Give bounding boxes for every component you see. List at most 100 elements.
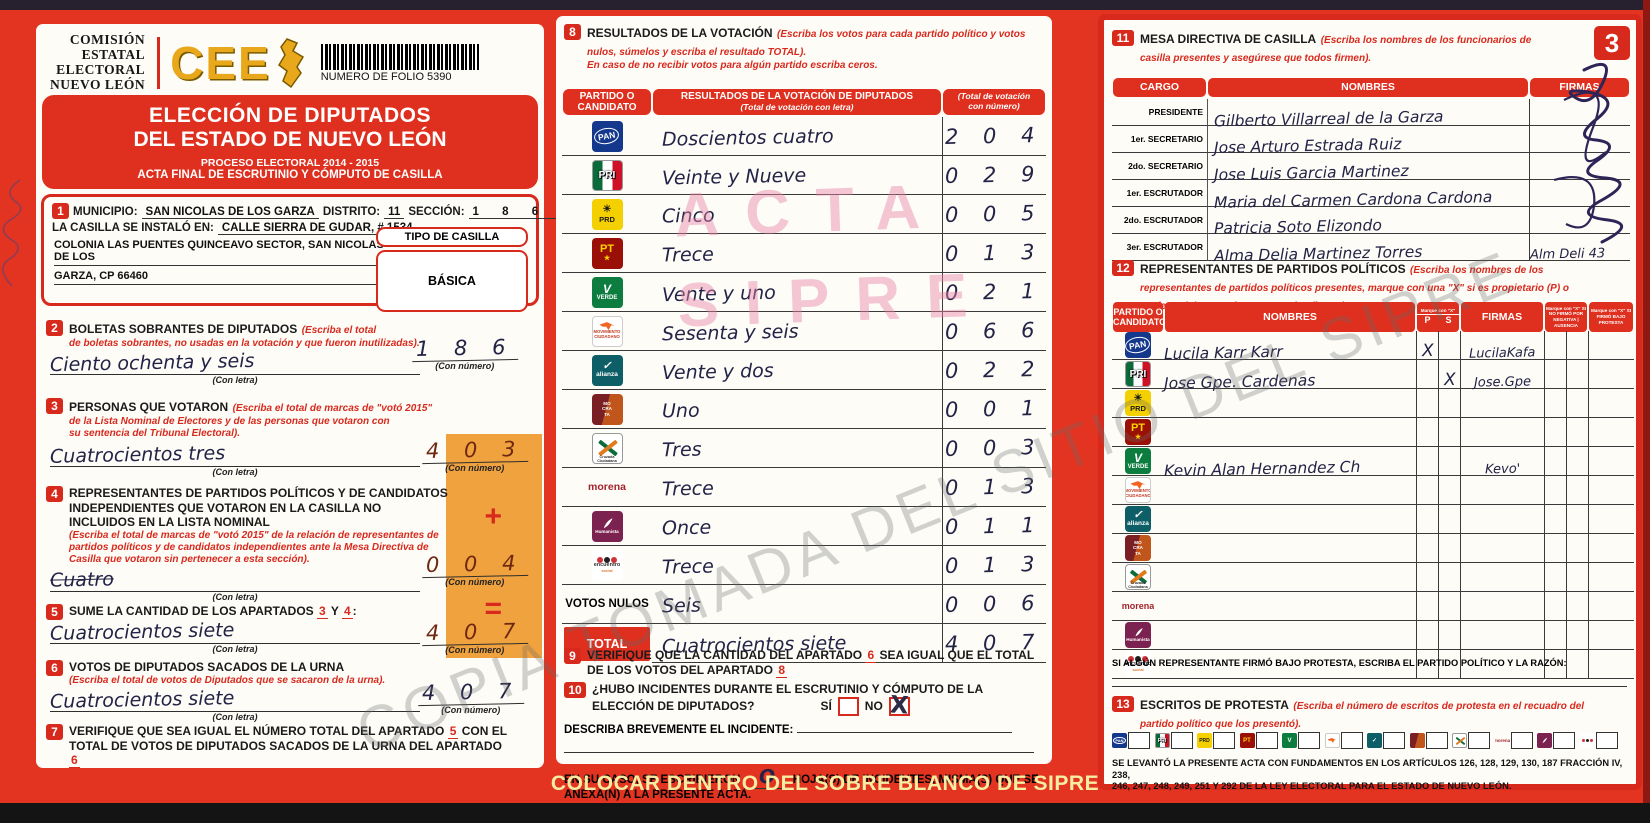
s5-con-letra-label: (Con letra) bbox=[212, 644, 258, 654]
nombres-header: NOMBRES bbox=[1208, 78, 1528, 97]
seccion-value: 1 8 6 0 bbox=[468, 206, 582, 219]
s4-con-numero-label: (Con número) bbox=[445, 577, 505, 587]
secretario1-firma-cell bbox=[1529, 126, 1630, 153]
rep-col-no-firmo-header: Marque con "X" SI NO FIRMÓ POR NEGATIVA … bbox=[1545, 302, 1587, 332]
alianza-numero: 0 2 2 bbox=[945, 356, 1044, 384]
distrito-value: 11 bbox=[384, 206, 405, 219]
section-2-instr-head: (Escriba el total bbox=[301, 325, 377, 336]
pri-protesta-box[interactable] bbox=[1170, 732, 1193, 749]
alianza-protesta-box[interactable] bbox=[1383, 732, 1405, 749]
s3-numero-handwriting: 4 0 3 (Con número) bbox=[421, 436, 529, 473]
tipo-casilla-block: TIPO DE CASILLA BÁSICA bbox=[376, 227, 528, 312]
incidentes-question-line2: ELECCIÓN DE DIPUTADOS? bbox=[592, 698, 755, 713]
legal-text: SE LEVANTÓ LA PRESENTE ACTA CON FUNDAMEN… bbox=[1112, 758, 1623, 792]
no-checkbox[interactable]: X bbox=[888, 690, 910, 719]
mc-numero: 0 6 6 bbox=[945, 317, 1044, 345]
plus-sign: + bbox=[484, 500, 502, 533]
s2-con-numero-label: (Con número) bbox=[435, 361, 495, 371]
cruzada-letra: Tres bbox=[661, 438, 702, 462]
pt-protesta-box[interactable] bbox=[1255, 732, 1278, 749]
section-11-badge: 11 bbox=[1112, 30, 1134, 46]
section-8-title: RESULTADOS DE LA VOTACIÓN bbox=[587, 26, 773, 40]
encuentro-social-logo-icon: encuentro social bbox=[591, 549, 623, 581]
humanista-protesta-box[interactable] bbox=[1553, 732, 1575, 749]
cargo-presidente: PRESIDENTE bbox=[1112, 99, 1207, 126]
prd-rep-logo-icon: ☀ PRD bbox=[1125, 390, 1151, 416]
s2-letra-handwriting: Ciento ochenta y seis bbox=[49, 349, 255, 377]
representantes-table: PARTIDO O CANDIDATO NOMBRES Marque con "X… bbox=[1112, 302, 1634, 679]
humanista-numero: 0 1 1 bbox=[945, 512, 1044, 540]
si-checkbox[interactable] bbox=[837, 696, 859, 716]
scan-edge-right bbox=[1643, 0, 1650, 823]
s6-con-letra-label: (Con letra) bbox=[212, 711, 258, 722]
encuentro-protesta-box[interactable] bbox=[1595, 732, 1618, 749]
incident-line-1[interactable] bbox=[796, 731, 1012, 733]
section-9-badge: 9 bbox=[564, 648, 581, 664]
cee-header: COMISIÓN ESTATAL ELECTORAL NUEVO LEÓN CE… bbox=[50, 32, 530, 94]
results-table: PARTIDO O CANDIDATO RESULTADOS DE LA VOTA… bbox=[562, 78, 1046, 663]
cargo-1er-escrutador: 1er. ESCRUTADOR bbox=[1112, 180, 1207, 207]
encuentro-numero: 0 1 3 bbox=[945, 551, 1044, 579]
s4-con-letra-label: (Con letra) bbox=[212, 591, 258, 602]
s2-con-letra-label: (Con letra) bbox=[212, 375, 258, 385]
morena-mini-icon: morena bbox=[1494, 738, 1510, 743]
pri-letra: Veinte y Nueve bbox=[661, 164, 807, 190]
col-partido-header: PARTIDO O CANDIDATO bbox=[563, 89, 651, 115]
s5-letra-handwriting: Cuatrocientos siete bbox=[49, 619, 235, 645]
democrata-protesta-box[interactable] bbox=[1425, 732, 1448, 749]
sipre-envelope-banner: COLOCAR DENTRO DEL SOBRE BLANCO DE SIPRE bbox=[550, 772, 1100, 795]
no-label: NO bbox=[864, 698, 883, 713]
protesta-blank-line[interactable] bbox=[1112, 686, 1627, 687]
prd-protesta-box[interactable] bbox=[1213, 732, 1235, 749]
rep-col-partido-header: PARTIDO O CANDIDATO bbox=[1113, 302, 1166, 332]
alianza-rep-logo-icon: ✓ alianza bbox=[1125, 506, 1151, 532]
humanista-mini-icon bbox=[1537, 733, 1552, 748]
democrata-numero: 0 0 1 bbox=[945, 395, 1044, 423]
cargo-2do-secretario: 2do. SECRETARIO bbox=[1112, 153, 1207, 180]
pri-numero: 0 2 9 bbox=[945, 161, 1044, 189]
title-block: ELECCIÓN DE DIPUTADOS DEL ESTADO DE NUEV… bbox=[42, 95, 538, 189]
cargo-3er-escrutador: 3er. ESCRUTADOR bbox=[1112, 234, 1207, 261]
humanista-logo-icon: Humanista bbox=[591, 510, 623, 542]
nueva-alianza-logo-icon: ✓ alianza bbox=[591, 354, 623, 386]
cee-logo: CEE bbox=[170, 37, 271, 89]
section-9-ref-6: 6 bbox=[865, 648, 877, 663]
encuentro-mini-icon bbox=[1579, 733, 1595, 748]
incident-line-2[interactable] bbox=[564, 751, 1034, 753]
process-label: PROCESO ELECTORAL 2014 - 2015 bbox=[200, 157, 380, 169]
escrutador1-firma-cell bbox=[1529, 180, 1630, 207]
mesa-directiva-table: CARGO NOMBRES FIRMAS PRESIDENTE Gilberto… bbox=[1112, 72, 1630, 265]
col-numero-header: (Total de votación con número) bbox=[943, 89, 1045, 115]
mc-letra: Sesenta y seis bbox=[661, 320, 799, 346]
morena-protesta-box[interactable] bbox=[1510, 732, 1533, 749]
si-label: SÍ bbox=[820, 698, 832, 713]
nulos-numero: 0 0 6 bbox=[945, 590, 1044, 618]
s2-numero-handwriting: 1 8 6 (Con número) bbox=[411, 334, 519, 371]
section-7-ref-6: 6 bbox=[69, 753, 80, 769]
section-1-badge: 1 bbox=[52, 203, 69, 219]
scan-edge-bottom bbox=[0, 803, 1650, 823]
cruzada-mini-icon bbox=[1452, 733, 1467, 748]
pan-rep-logo-icon: PAN bbox=[1125, 332, 1151, 358]
pan-p-mark: X bbox=[1421, 340, 1434, 362]
verde-logo-icon: V VERDE bbox=[591, 276, 623, 308]
address-line-2: COLONIA LAS PUENTES QUINCEAVO SECTOR, SA… bbox=[54, 239, 384, 266]
cruzada-protesta-box[interactable] bbox=[1468, 732, 1490, 749]
pan-protesta-box[interactable] bbox=[1128, 732, 1150, 749]
section-5-ref-4: 4 bbox=[341, 604, 353, 619]
barcode bbox=[320, 43, 479, 70]
tipo-casilla-label: TIPO DE CASILLA bbox=[376, 227, 528, 247]
secretario2-firma-cell bbox=[1529, 153, 1630, 180]
pan-logo-icon: PAN bbox=[591, 120, 623, 152]
no-x-mark: X bbox=[888, 690, 910, 720]
escritos-protesta-row: PAN PRI PRD PT V ✓ morena bbox=[1112, 732, 1632, 749]
folio-number: NUMERO DE FOLIO 5390 bbox=[320, 70, 452, 83]
hojas-pre-text: EN SU CASO, SE ESCRIBIERON bbox=[564, 773, 741, 786]
section-11-header: 11 MESA DIRECTIVA DE CASILLA (Escriba lo… bbox=[1112, 30, 1572, 66]
section-11-instr: (Escriba los nombres de los funcionarios… bbox=[1140, 35, 1532, 64]
section-7-ref-5: 5 bbox=[447, 724, 459, 739]
sum-highlight-column bbox=[446, 434, 542, 658]
verde-protesta-box[interactable] bbox=[1298, 732, 1320, 749]
mc-protesta-box[interactable] bbox=[1340, 732, 1363, 749]
